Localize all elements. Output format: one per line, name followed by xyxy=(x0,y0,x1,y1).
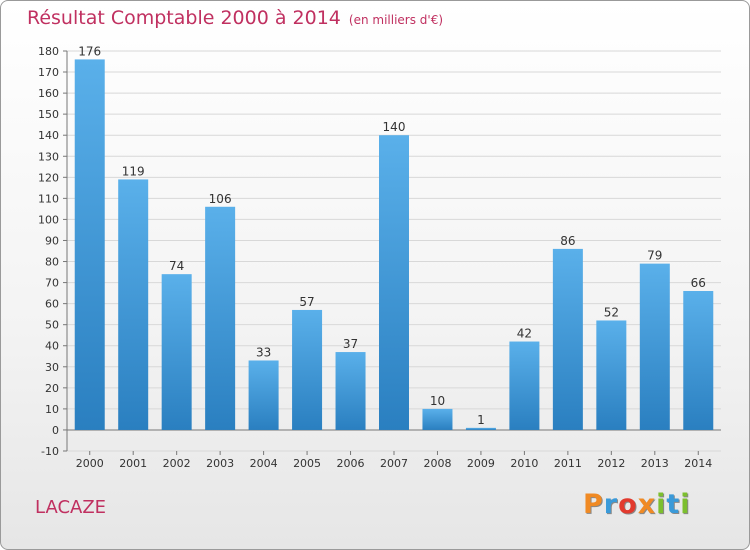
bar xyxy=(552,248,583,430)
y-tick-label: 10 xyxy=(45,403,59,416)
bar xyxy=(683,291,714,430)
data-label: 1 xyxy=(477,413,485,427)
y-tick-label: 180 xyxy=(38,45,59,58)
bar xyxy=(509,341,540,430)
y-tick-label: 80 xyxy=(45,256,59,269)
commune-name: LACAZE xyxy=(35,497,107,518)
title-text: Résultat Comptable 2000 à 2014 xyxy=(27,7,341,29)
logo-letter: t xyxy=(666,489,681,520)
y-tick-label: 120 xyxy=(38,171,59,184)
x-tick-label: 2002 xyxy=(163,457,191,470)
logo-letter: i xyxy=(656,489,667,520)
data-label: 10 xyxy=(430,394,445,408)
y-tick-label: 160 xyxy=(38,87,59,100)
bar xyxy=(639,263,670,430)
x-tick-label: 2014 xyxy=(684,457,712,470)
y-tick-label: 100 xyxy=(38,213,59,226)
y-tick-label: -10 xyxy=(41,445,59,458)
y-tick-label: 60 xyxy=(45,298,59,311)
x-tick-label: 2011 xyxy=(554,457,582,470)
data-label: 74 xyxy=(169,259,184,273)
x-tick-label: 2012 xyxy=(597,457,625,470)
bar xyxy=(596,320,627,430)
y-tick-label: 110 xyxy=(38,192,59,205)
data-label: 119 xyxy=(122,164,145,178)
x-tick-label: 2006 xyxy=(337,457,365,470)
x-tick-label: 2004 xyxy=(250,457,278,470)
y-tick-label: 30 xyxy=(45,361,59,374)
data-label: 57 xyxy=(299,295,314,309)
bar xyxy=(379,135,409,430)
logo-letter: o xyxy=(618,489,638,520)
bar xyxy=(465,427,496,430)
x-tick-label: 2007 xyxy=(380,457,408,470)
y-tick-label: 130 xyxy=(38,150,59,163)
y-tick-label: 140 xyxy=(38,129,59,142)
x-tick-label: 2008 xyxy=(423,457,451,470)
bar xyxy=(74,59,105,430)
logo-letter: x xyxy=(637,489,657,520)
data-label: 176 xyxy=(78,44,101,58)
y-tick-label: 50 xyxy=(45,319,59,332)
bar xyxy=(248,360,279,430)
bar xyxy=(205,206,236,430)
x-tick-label: 2003 xyxy=(206,457,234,470)
x-tick-label: 2001 xyxy=(119,457,147,470)
data-label: 42 xyxy=(517,327,532,341)
proxiti-logo: Proxiti xyxy=(583,489,691,520)
data-label: 79 xyxy=(647,249,662,263)
x-tick-label: 2005 xyxy=(293,457,321,470)
data-label: 66 xyxy=(691,276,706,290)
y-tick-label: 20 xyxy=(45,382,59,395)
y-tick-label: 170 xyxy=(38,66,59,79)
x-tick-label: 2000 xyxy=(76,457,104,470)
chart-title: Résultat Comptable 2000 à 2014 (en millie… xyxy=(27,7,443,29)
bar xyxy=(422,408,453,430)
data-label: 33 xyxy=(256,345,271,359)
logo-letter: i xyxy=(680,489,691,520)
data-label: 37 xyxy=(343,337,358,351)
y-tick-label: 150 xyxy=(38,108,59,121)
data-label: 52 xyxy=(604,305,619,319)
bar xyxy=(118,179,149,430)
y-tick-label: 40 xyxy=(45,340,59,353)
x-tick-label: 2009 xyxy=(467,457,495,470)
unit-note: (en milliers d'€) xyxy=(348,13,444,27)
x-tick-label: 2013 xyxy=(641,457,669,470)
y-tick-label: 90 xyxy=(45,234,59,247)
y-tick-label: 70 xyxy=(45,277,59,290)
bar xyxy=(161,274,192,430)
logo-letter: r xyxy=(603,489,619,520)
data-label: 140 xyxy=(383,120,406,134)
data-label: 106 xyxy=(209,192,232,206)
bar xyxy=(292,309,323,430)
bar xyxy=(335,352,366,430)
y-tick-label: 0 xyxy=(52,424,59,437)
x-tick-label: 2010 xyxy=(510,457,538,470)
data-label: 86 xyxy=(560,234,575,248)
logo-letter: P xyxy=(583,489,604,520)
